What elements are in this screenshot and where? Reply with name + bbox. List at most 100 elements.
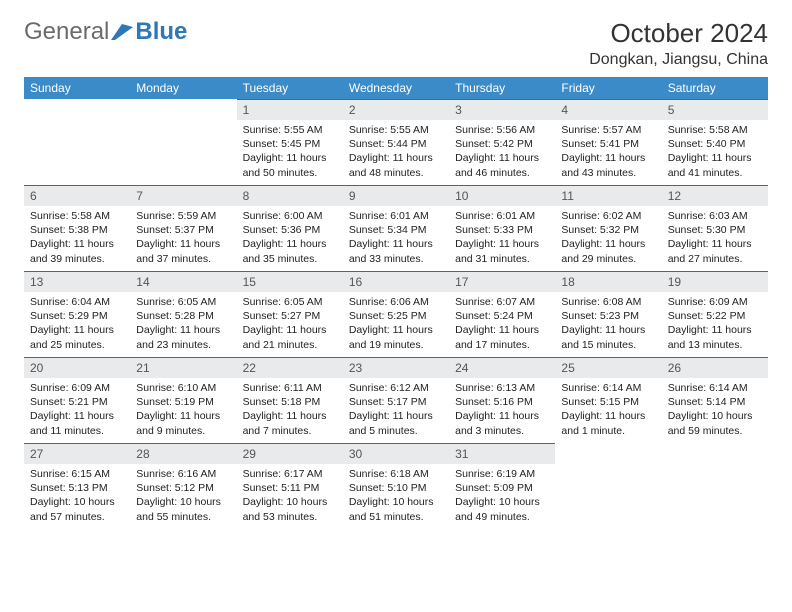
calendar-cell: 3Sunrise: 5:56 AMSunset: 5:42 PMDaylight… bbox=[449, 99, 555, 185]
sunrise-text: Sunrise: 6:16 AM bbox=[136, 467, 230, 481]
sunset-text: Sunset: 5:13 PM bbox=[30, 481, 124, 495]
sunrise-text: Sunrise: 5:55 AM bbox=[243, 123, 337, 137]
daylight-text: Daylight: 11 hours and 7 minutes. bbox=[243, 409, 337, 437]
cell-body: Sunrise: 6:01 AMSunset: 5:34 PMDaylight:… bbox=[343, 206, 449, 270]
sunrise-text: Sunrise: 6:14 AM bbox=[668, 381, 762, 395]
day-number: 21 bbox=[130, 357, 236, 378]
calendar-row: 27Sunrise: 6:15 AMSunset: 5:13 PMDayligh… bbox=[24, 443, 768, 529]
calendar-cell: 23Sunrise: 6:12 AMSunset: 5:17 PMDayligh… bbox=[343, 357, 449, 443]
daylight-text: Daylight: 11 hours and 43 minutes. bbox=[561, 151, 655, 179]
daylight-text: Daylight: 11 hours and 27 minutes. bbox=[668, 237, 762, 265]
weekday-header: Sunday bbox=[24, 77, 130, 99]
sunset-text: Sunset: 5:27 PM bbox=[243, 309, 337, 323]
cell-body: Sunrise: 5:59 AMSunset: 5:37 PMDaylight:… bbox=[130, 206, 236, 270]
calendar-body: 1Sunrise: 5:55 AMSunset: 5:45 PMDaylight… bbox=[24, 99, 768, 529]
sunset-text: Sunset: 5:09 PM bbox=[455, 481, 549, 495]
daylight-text: Daylight: 11 hours and 31 minutes. bbox=[455, 237, 549, 265]
logo-flag-icon bbox=[111, 24, 133, 40]
cell-body: Sunrise: 6:06 AMSunset: 5:25 PMDaylight:… bbox=[343, 292, 449, 356]
day-number: 14 bbox=[130, 271, 236, 292]
calendar-cell: 11Sunrise: 6:02 AMSunset: 5:32 PMDayligh… bbox=[555, 185, 661, 271]
sunrise-text: Sunrise: 6:11 AM bbox=[243, 381, 337, 395]
sunset-text: Sunset: 5:15 PM bbox=[561, 395, 655, 409]
calendar-cell: 31Sunrise: 6:19 AMSunset: 5:09 PMDayligh… bbox=[449, 443, 555, 529]
day-number: 6 bbox=[24, 185, 130, 206]
cell-body: Sunrise: 5:55 AMSunset: 5:45 PMDaylight:… bbox=[237, 120, 343, 184]
cell-body: Sunrise: 5:55 AMSunset: 5:44 PMDaylight:… bbox=[343, 120, 449, 184]
day-number: 28 bbox=[130, 443, 236, 464]
sunset-text: Sunset: 5:11 PM bbox=[243, 481, 337, 495]
day-number: 5 bbox=[662, 99, 768, 120]
weekday-header: Wednesday bbox=[343, 77, 449, 99]
daylight-text: Daylight: 10 hours and 59 minutes. bbox=[668, 409, 762, 437]
calendar-cell: 24Sunrise: 6:13 AMSunset: 5:16 PMDayligh… bbox=[449, 357, 555, 443]
daylight-text: Daylight: 11 hours and 15 minutes. bbox=[561, 323, 655, 351]
day-number: 13 bbox=[24, 271, 130, 292]
sunset-text: Sunset: 5:18 PM bbox=[243, 395, 337, 409]
sunset-text: Sunset: 5:37 PM bbox=[136, 223, 230, 237]
day-number: 3 bbox=[449, 99, 555, 120]
cell-body: Sunrise: 6:18 AMSunset: 5:10 PMDaylight:… bbox=[343, 464, 449, 528]
sunrise-text: Sunrise: 6:18 AM bbox=[349, 467, 443, 481]
day-number: 10 bbox=[449, 185, 555, 206]
sunset-text: Sunset: 5:23 PM bbox=[561, 309, 655, 323]
daylight-text: Daylight: 11 hours and 1 minute. bbox=[561, 409, 655, 437]
sunset-text: Sunset: 5:16 PM bbox=[455, 395, 549, 409]
cell-body: Sunrise: 6:04 AMSunset: 5:29 PMDaylight:… bbox=[24, 292, 130, 356]
day-number: 22 bbox=[237, 357, 343, 378]
calendar-cell: 7Sunrise: 5:59 AMSunset: 5:37 PMDaylight… bbox=[130, 185, 236, 271]
cell-body: Sunrise: 6:11 AMSunset: 5:18 PMDaylight:… bbox=[237, 378, 343, 442]
sunset-text: Sunset: 5:14 PM bbox=[668, 395, 762, 409]
cell-body: Sunrise: 5:56 AMSunset: 5:42 PMDaylight:… bbox=[449, 120, 555, 184]
logo: General Blue bbox=[24, 18, 187, 46]
day-number: 1 bbox=[237, 99, 343, 120]
sunrise-text: Sunrise: 6:07 AM bbox=[455, 295, 549, 309]
day-number: 18 bbox=[555, 271, 661, 292]
calendar-row: 1Sunrise: 5:55 AMSunset: 5:45 PMDaylight… bbox=[24, 99, 768, 185]
calendar-table: SundayMondayTuesdayWednesdayThursdayFrid… bbox=[24, 77, 768, 529]
day-number: 9 bbox=[343, 185, 449, 206]
cell-body: Sunrise: 6:05 AMSunset: 5:27 PMDaylight:… bbox=[237, 292, 343, 356]
cell-body: Sunrise: 6:14 AMSunset: 5:15 PMDaylight:… bbox=[555, 378, 661, 442]
daylight-text: Daylight: 11 hours and 3 minutes. bbox=[455, 409, 549, 437]
daylight-text: Daylight: 10 hours and 51 minutes. bbox=[349, 495, 443, 523]
calendar-cell: 17Sunrise: 6:07 AMSunset: 5:24 PMDayligh… bbox=[449, 271, 555, 357]
sunrise-text: Sunrise: 5:57 AM bbox=[561, 123, 655, 137]
calendar-cell: 27Sunrise: 6:15 AMSunset: 5:13 PMDayligh… bbox=[24, 443, 130, 529]
calendar-cell bbox=[24, 99, 130, 185]
sunrise-text: Sunrise: 5:55 AM bbox=[349, 123, 443, 137]
sunset-text: Sunset: 5:40 PM bbox=[668, 137, 762, 151]
sunrise-text: Sunrise: 6:10 AM bbox=[136, 381, 230, 395]
daylight-text: Daylight: 11 hours and 41 minutes. bbox=[668, 151, 762, 179]
sunset-text: Sunset: 5:36 PM bbox=[243, 223, 337, 237]
cell-body: Sunrise: 6:02 AMSunset: 5:32 PMDaylight:… bbox=[555, 206, 661, 270]
cell-body: Sunrise: 6:01 AMSunset: 5:33 PMDaylight:… bbox=[449, 206, 555, 270]
calendar-cell: 2Sunrise: 5:55 AMSunset: 5:44 PMDaylight… bbox=[343, 99, 449, 185]
cell-body: Sunrise: 6:12 AMSunset: 5:17 PMDaylight:… bbox=[343, 378, 449, 442]
calendar-cell: 30Sunrise: 6:18 AMSunset: 5:10 PMDayligh… bbox=[343, 443, 449, 529]
sunset-text: Sunset: 5:41 PM bbox=[561, 137, 655, 151]
day-number: 25 bbox=[555, 357, 661, 378]
sunset-text: Sunset: 5:30 PM bbox=[668, 223, 762, 237]
cell-body: Sunrise: 5:57 AMSunset: 5:41 PMDaylight:… bbox=[555, 120, 661, 184]
daylight-text: Daylight: 11 hours and 25 minutes. bbox=[30, 323, 124, 351]
sunrise-text: Sunrise: 6:13 AM bbox=[455, 381, 549, 395]
sunset-text: Sunset: 5:25 PM bbox=[349, 309, 443, 323]
month-title: October 2024 bbox=[589, 18, 768, 49]
day-number: 15 bbox=[237, 271, 343, 292]
day-number: 31 bbox=[449, 443, 555, 464]
daylight-text: Daylight: 11 hours and 13 minutes. bbox=[668, 323, 762, 351]
sunrise-text: Sunrise: 6:05 AM bbox=[136, 295, 230, 309]
sunset-text: Sunset: 5:45 PM bbox=[243, 137, 337, 151]
sunrise-text: Sunrise: 6:01 AM bbox=[349, 209, 443, 223]
day-number: 23 bbox=[343, 357, 449, 378]
calendar-cell: 4Sunrise: 5:57 AMSunset: 5:41 PMDaylight… bbox=[555, 99, 661, 185]
cell-body: Sunrise: 6:09 AMSunset: 5:22 PMDaylight:… bbox=[662, 292, 768, 356]
sunset-text: Sunset: 5:10 PM bbox=[349, 481, 443, 495]
sunrise-text: Sunrise: 6:05 AM bbox=[243, 295, 337, 309]
calendar-cell: 14Sunrise: 6:05 AMSunset: 5:28 PMDayligh… bbox=[130, 271, 236, 357]
daylight-text: Daylight: 11 hours and 39 minutes. bbox=[30, 237, 124, 265]
sunset-text: Sunset: 5:24 PM bbox=[455, 309, 549, 323]
cell-body: Sunrise: 6:03 AMSunset: 5:30 PMDaylight:… bbox=[662, 206, 768, 270]
sunrise-text: Sunrise: 5:58 AM bbox=[668, 123, 762, 137]
